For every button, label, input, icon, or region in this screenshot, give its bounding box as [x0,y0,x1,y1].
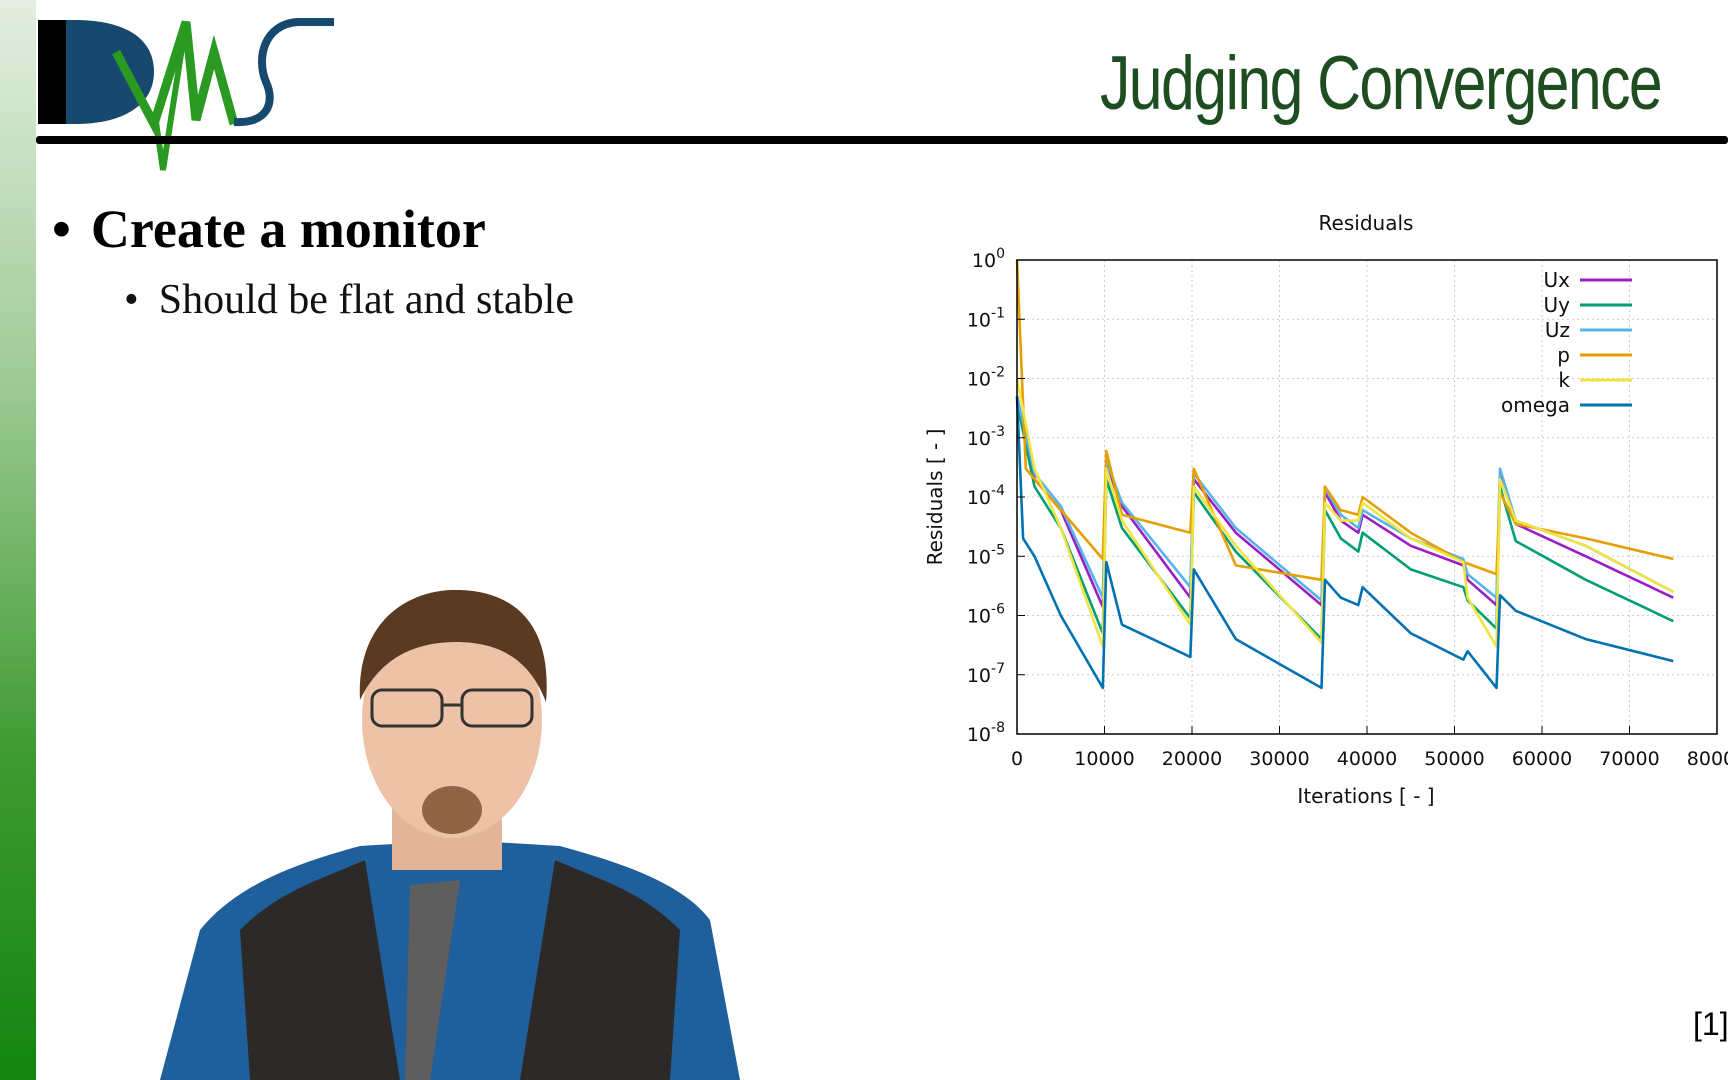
x-axis-label: Iterations [ - ] [1297,784,1434,808]
y-tick-label: 10-6 [967,602,1005,628]
slide-title: Judging Convergence [1100,41,1663,126]
y-axis-label: Residuals [ - ] [923,429,947,566]
chart-grid [1017,260,1717,734]
x-tick-label: 60000 [1512,748,1572,770]
y-tick-label: 10-8 [967,720,1005,746]
y-tick-label: 10-4 [967,483,1005,509]
y-tick-label: 10-7 [967,661,1005,687]
bullet-marker: • [124,277,139,323]
presenter-video [160,590,740,1080]
legend-label: Ux [1544,268,1571,292]
series-line-p [1015,259,1674,582]
y-tick-label: 100 [972,246,1005,272]
x-tick-label: 80000 [1687,748,1728,770]
series-line-omega [1015,396,1674,690]
y-tick-label: 10-2 [967,365,1005,391]
bullet-marker: • [52,199,71,259]
bullet-level-2: • Should be flat and stable [124,276,574,324]
x-tick-label: 50000 [1424,748,1484,770]
legend-label: k [1558,368,1570,392]
chart-series [1015,259,1674,690]
x-tick-label: 30000 [1249,748,1309,770]
legend-label: Uy [1544,293,1571,317]
citation: [1] [1693,1006,1728,1042]
x-tick-label: 10000 [1074,748,1134,770]
chart-title: Residuals [1319,211,1414,235]
left-accent-bar [0,0,36,1080]
x-tick-label: 0 [1011,748,1023,770]
x-axis-ticks: 0 10000 20000 30000 40000 50000 60000 70000 8000… [1011,726,1728,770]
x-tick-label: 20000 [1162,748,1222,770]
y-tick-label: 10-1 [967,305,1005,331]
legend-label: omega [1501,393,1570,417]
x-tick-label: 70000 [1599,748,1659,770]
residuals-chart: Residuals 0 10000 20000 30000 40000 50000 6000… [923,211,1728,808]
legend-label: p [1557,343,1570,367]
y-tick-label: 10-3 [967,424,1005,450]
bullet-text: Should be flat and stable [158,277,574,323]
y-tick-label: 10-5 [967,542,1005,568]
header-rule [36,136,1728,144]
bullet-level-1: • Create a monitor [52,198,486,260]
bullet-text: Create a monitor [90,199,486,259]
series-line-k [1015,378,1674,648]
x-tick-label: 40000 [1337,748,1397,770]
legend-label: Uz [1545,318,1570,342]
dms-logo [38,18,334,171]
